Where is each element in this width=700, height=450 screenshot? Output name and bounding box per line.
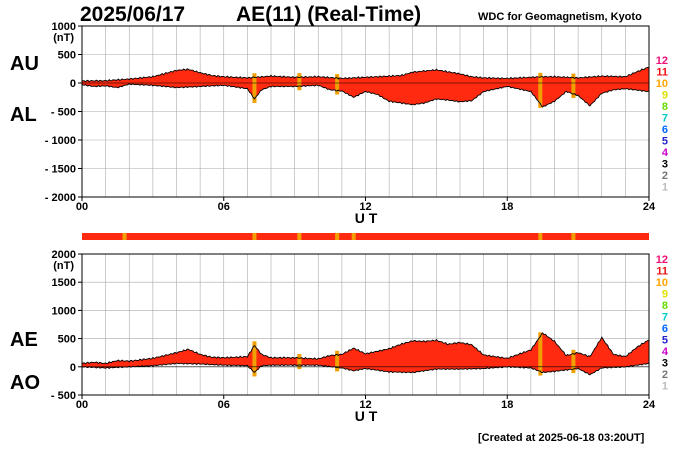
panel-2-x-tick-label: 00 <box>76 399 88 411</box>
panel-1-legend-count-1: 1 <box>662 182 668 194</box>
panel-1-series-au-line <box>81 67 649 83</box>
panel-2-x-tick-label: 06 <box>218 399 230 411</box>
panel-2-legend-count-2: 2 <box>662 369 668 381</box>
panel-2-legend-count-4: 4 <box>662 346 669 358</box>
panel-1-x-tick-label: 06 <box>218 201 230 213</box>
panel-1-legend-count-5: 5 <box>662 136 668 148</box>
panel-1-flag-marker <box>335 74 340 95</box>
panel-2-flag-marker <box>335 350 340 372</box>
panel-1-x-axis-label: U T <box>355 210 378 226</box>
panel-1-area-fill <box>82 67 649 107</box>
panel-1-y-tick-label: - 1000 <box>45 135 76 147</box>
created-timestamp: [Created at 2025-06-18 03:20UT] <box>478 432 645 444</box>
panel-2-x-axis-label: U T <box>355 408 378 424</box>
panel-2-legend-count-5: 5 <box>662 335 668 347</box>
panel-2-flag-marker <box>538 332 543 376</box>
panel-2-series-label-lower: AO <box>10 372 40 394</box>
panel-1-legend-count-3: 3 <box>662 159 668 171</box>
panel-1-y-tick-label: - 2000 <box>45 192 76 204</box>
panel-2-legend-count-12: 12 <box>656 254 668 266</box>
panel-1-legend-count-7: 7 <box>662 113 668 125</box>
quality-bar-marker <box>335 233 340 240</box>
panel-1-legend-count-12: 12 <box>656 55 668 67</box>
panel-1-legend-count-11: 11 <box>656 67 668 79</box>
panel-1-flag-marker <box>538 72 543 108</box>
panel-1-x-tick-label: 12 <box>359 201 371 213</box>
panel-2-legend-count-3: 3 <box>662 358 668 370</box>
panel-2-flag-marker <box>252 341 257 377</box>
quality-bar-marker <box>571 233 576 240</box>
panel-1-legend-count-8: 8 <box>662 101 668 113</box>
quality-bar-marker <box>122 233 127 240</box>
quality-bar-marker <box>252 233 257 240</box>
panel-2-y-tick-label: 1000 <box>52 305 76 317</box>
panel-1-legend-count-9: 9 <box>662 90 668 102</box>
panel-2-legend-count-7: 7 <box>662 312 668 324</box>
chart-date: 2025/06/17 <box>80 3 186 26</box>
panel-1-flag-marker <box>252 73 257 103</box>
panel-1-legend-count-2: 2 <box>662 170 668 182</box>
panel-1-y-tick-label: 0 <box>70 78 76 90</box>
panel-2-y-tick-label: 0 <box>70 362 76 374</box>
panel-2-series-ao-line <box>81 362 650 376</box>
panel-2-y-tick-label: 2000 <box>52 249 76 261</box>
panel-1-y-tick-label: 500 <box>58 50 76 62</box>
panel-2-series-ae-line <box>81 332 650 365</box>
panel-2-flag-marker <box>297 354 302 370</box>
panel-2-y-tick-label: 500 <box>58 334 76 346</box>
panel-2-x-tick-label: 18 <box>501 399 513 411</box>
panel-2-series-label-upper: AE <box>10 329 38 351</box>
panel-1-y-tick-label: 1000 <box>52 21 76 33</box>
panel-2-legend-count-9: 9 <box>662 289 668 301</box>
panel-1-y-tick-label: - 1500 <box>45 164 76 176</box>
panel-2-x-tick-label: 12 <box>359 399 371 411</box>
panel-1-x-tick-label: 18 <box>501 201 513 213</box>
panel-1-flag-marker <box>297 73 302 91</box>
quality-bar-marker <box>538 233 543 240</box>
panel-1-legend-count-6: 6 <box>662 124 668 136</box>
quality-bar-marker <box>351 233 356 240</box>
panel-2-y-unit-label: (nT) <box>53 260 74 272</box>
panel-1-legend-count-4: 4 <box>662 147 669 159</box>
quality-bar <box>82 233 649 240</box>
panel-2-area-fill <box>82 332 649 375</box>
chart-title: AE(11) (Real-Time) <box>236 3 422 26</box>
panel-2-y-tick-label: 1500 <box>52 277 76 289</box>
panel-1-x-tick-label: 24 <box>643 201 656 213</box>
panel-1-series-al-line <box>81 82 650 108</box>
panel-2-legend-count-6: 6 <box>662 323 668 335</box>
panel-2-legend-count-10: 10 <box>656 277 668 289</box>
panel-1-y-tick-label: - 500 <box>51 107 76 119</box>
panel-1-series-label-lower: AL <box>10 104 37 126</box>
panel-2-flag-marker <box>571 349 576 374</box>
panel-2-legend-count-11: 11 <box>656 266 668 278</box>
quality-bar-marker <box>297 233 302 240</box>
panel-1-x-tick-label: 00 <box>76 201 88 213</box>
panel-1-legend-count-10: 10 <box>656 78 668 90</box>
panel-1-flag-marker <box>571 73 576 98</box>
organization-label: WDC for Geomagnetism, Kyoto <box>478 11 642 23</box>
panel-2-legend-count-8: 8 <box>662 300 668 312</box>
panel-2-y-tick-label: - 500 <box>51 390 76 402</box>
panel-1-y-unit-label: (nT) <box>53 32 74 44</box>
panel-2-x-tick-label: 24 <box>643 399 656 411</box>
panel-2-legend-count-1: 1 <box>662 381 668 393</box>
panel-1-series-label-upper: AU <box>10 53 39 75</box>
